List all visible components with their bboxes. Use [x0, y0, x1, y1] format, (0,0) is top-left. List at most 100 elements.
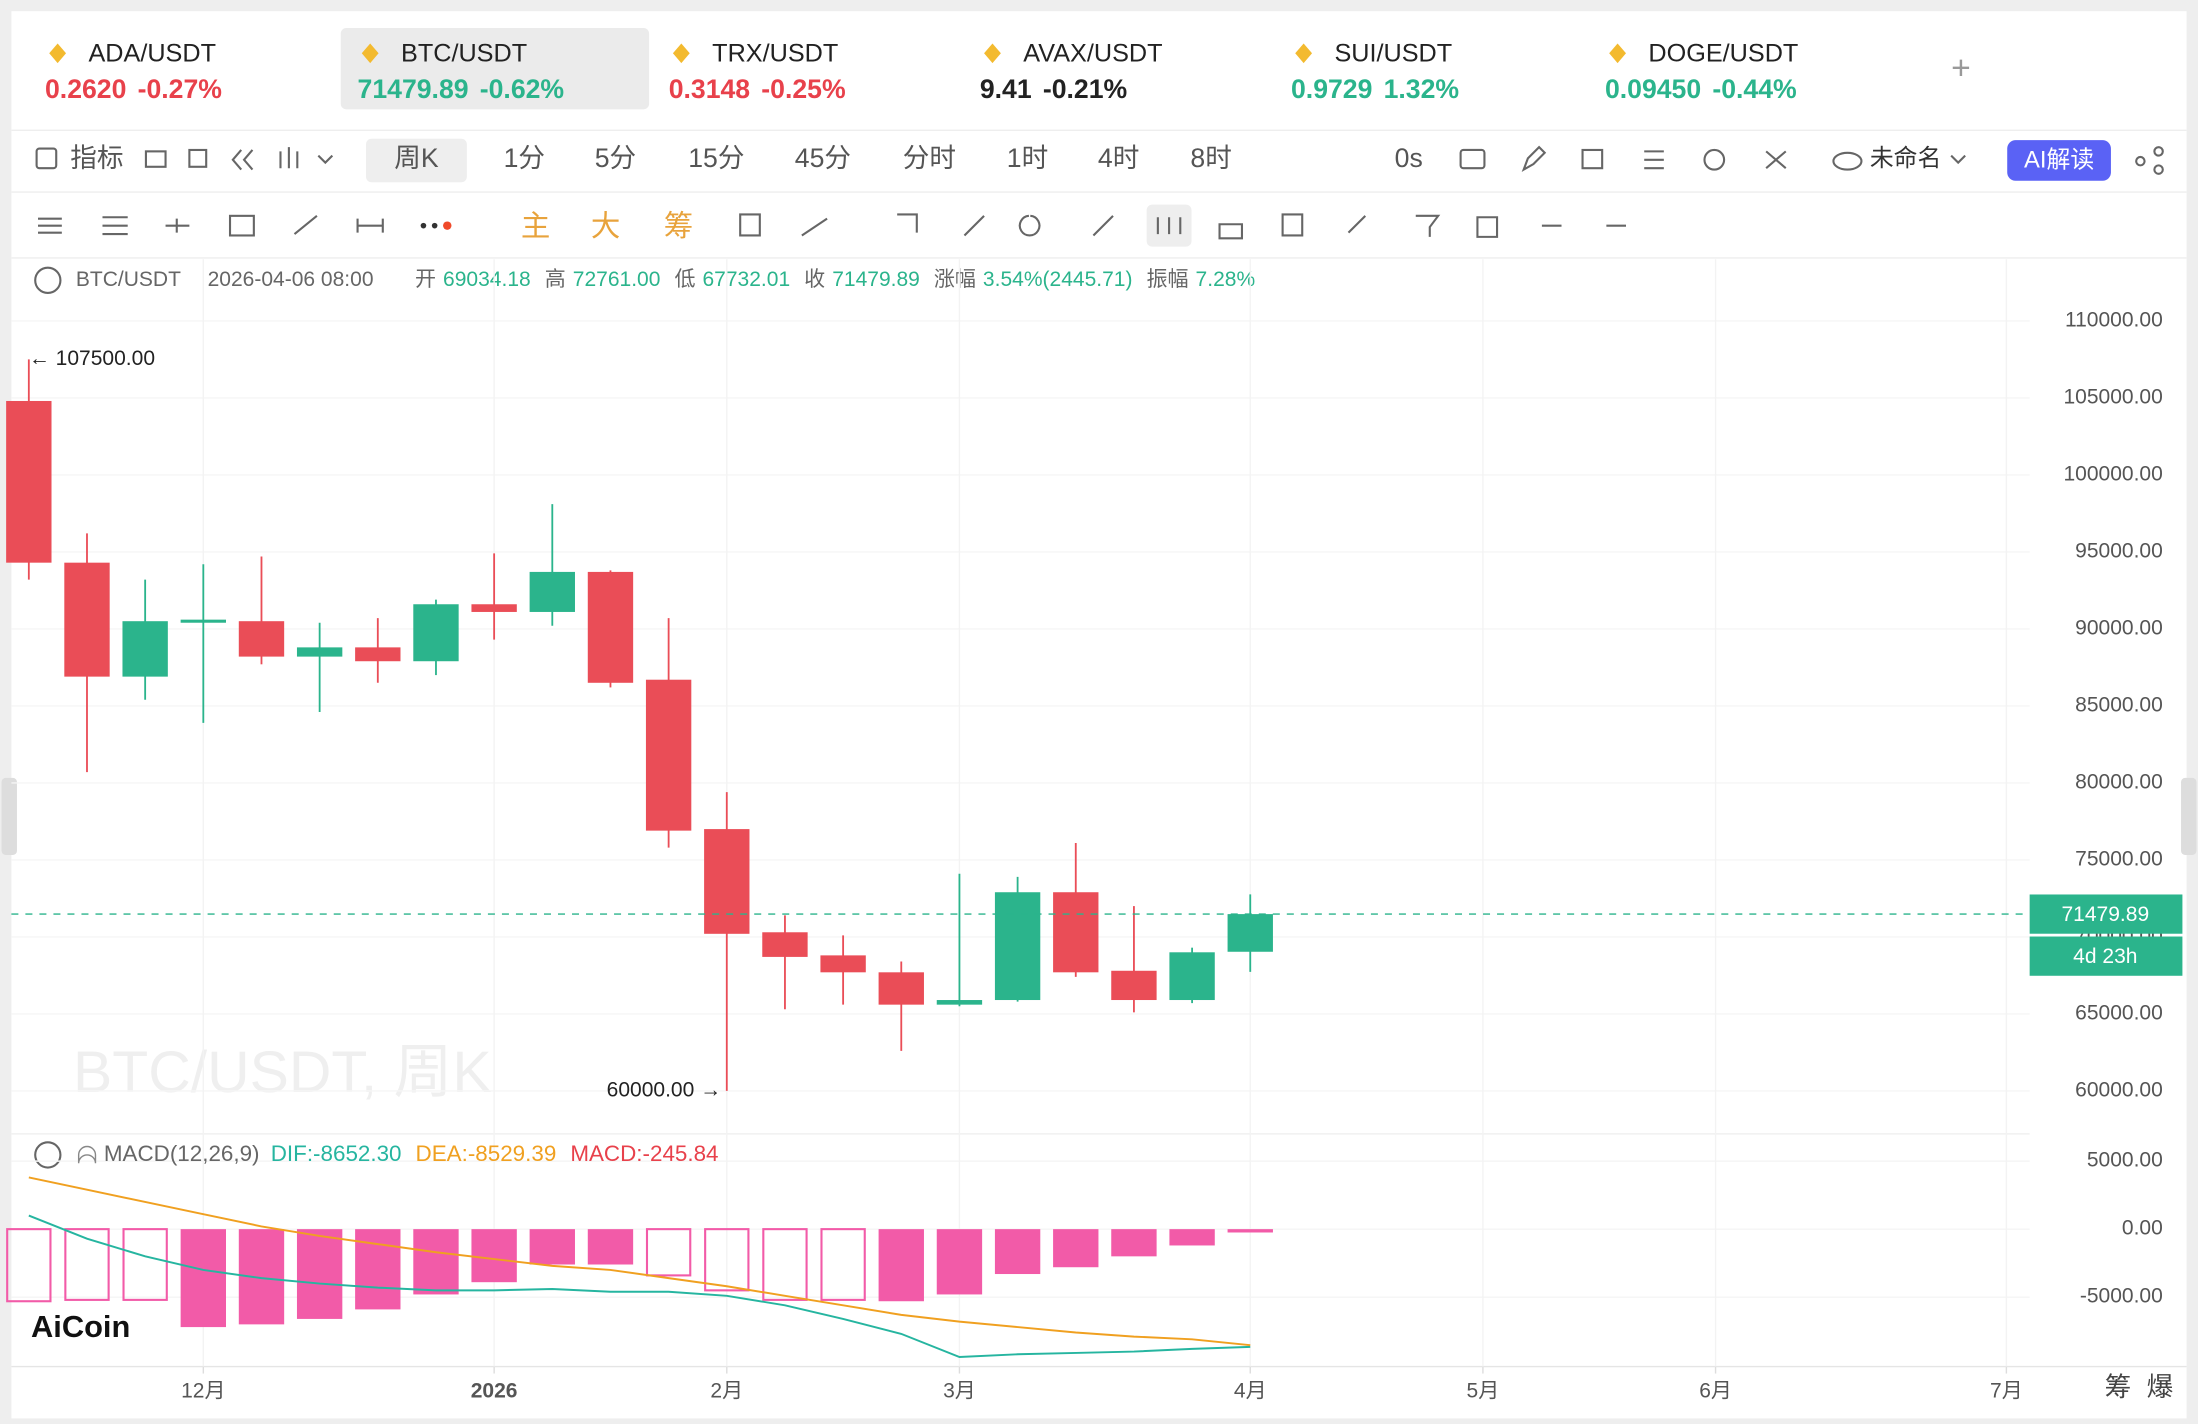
ticker-change[interactable]: -0.21%: [1043, 74, 1127, 104]
coin-icon: [1609, 43, 1626, 64]
icon[interactable]: [279, 147, 299, 169]
ticker-price[interactable]: 0.09450: [1605, 74, 1701, 104]
ticker-price[interactable]: 0.9729: [1291, 74, 1372, 104]
tool-button[interactable]: 大: [591, 210, 620, 243]
x-tick-label: 7月: [1990, 1379, 2023, 1402]
header-value: 71479.89: [832, 268, 920, 291]
ticker-change[interactable]: -0.44%: [1712, 74, 1796, 104]
header-label: 振幅: [1147, 268, 1189, 291]
ticker-price[interactable]: 0.2620: [45, 74, 126, 104]
header-value: 3.54%(2445.71): [983, 268, 1133, 291]
ticker-change[interactable]: -0.27%: [138, 74, 222, 104]
indicator-title: MACD(12,26,9): [104, 1141, 260, 1166]
icon[interactable]: [35, 147, 58, 170]
macd-bar: [180, 1229, 227, 1328]
candle-body: [529, 571, 575, 612]
period-button[interactable]: 8时: [1190, 143, 1231, 173]
last-price-label: 71479.89: [2062, 903, 2150, 926]
macd-bar: [64, 1228, 110, 1301]
ticker-change[interactable]: -0.25%: [761, 74, 845, 104]
period-button[interactable]: 分时: [903, 143, 956, 173]
y-tick-label: 85000.00: [2075, 693, 2163, 716]
ticker-symbol[interactable]: ADA/USDT: [88, 39, 216, 67]
header-label: 高: [545, 268, 566, 291]
period-button[interactable]: 4时: [1098, 143, 1139, 173]
candle-body: [1111, 970, 1157, 1001]
ticker-price[interactable]: 71479.89: [358, 74, 469, 104]
candle-body: [645, 679, 692, 831]
ticker-price[interactable]: 9.41: [980, 74, 1032, 104]
x-tick-label: 5月: [1467, 1379, 1500, 1402]
icon[interactable]: [443, 221, 452, 230]
macd-bar: [1111, 1229, 1157, 1257]
period-button[interactable]: 15分: [688, 143, 744, 173]
header-label: 开: [415, 268, 436, 291]
icon[interactable]: [293, 215, 384, 235]
indicator-line: [28, 1214, 1251, 1359]
ticker-price[interactable]: 0.3148: [669, 74, 750, 104]
icon[interactable]: [1521, 145, 1547, 172]
icon[interactable]: [1581, 148, 1604, 170]
x-tick-label: 4月: [1234, 1379, 1267, 1402]
candle-body: [762, 932, 808, 957]
icon[interactable]: [1765, 150, 1787, 169]
icon[interactable]: [1832, 151, 1863, 171]
side-tab[interactable]: 爆: [2147, 1372, 2174, 1402]
period-button[interactable]: 5分: [595, 143, 636, 173]
collapse[interactable]: [34, 1141, 62, 1169]
period-button[interactable]: 1时: [1007, 143, 1048, 173]
icon[interactable]: [188, 148, 208, 168]
side-tab[interactable]: 筹: [2105, 1372, 2132, 1402]
icon[interactable]: [231, 149, 254, 171]
icon[interactable]: [144, 150, 167, 168]
icon[interactable]: [431, 222, 438, 229]
ticker-symbol[interactable]: DOGE/USDT: [1648, 39, 1798, 67]
macd-bar: [936, 1229, 983, 1295]
icon[interactable]: [1644, 150, 1664, 170]
coin-icon: [984, 43, 1001, 64]
tool-button[interactable]: 筹: [664, 210, 693, 243]
ai-button[interactable]: [2007, 140, 2111, 181]
ticker-change[interactable]: 1.32%: [1384, 74, 1459, 104]
macd-bar: [296, 1229, 343, 1319]
ticker-change[interactable]: -0.62%: [480, 74, 564, 104]
icon[interactable]: [1218, 213, 1626, 240]
ticker-symbol[interactable]: AVAX/USDT: [1023, 39, 1162, 67]
x-tick-label: 2月: [710, 1379, 743, 1402]
icon[interactable]: [1156, 217, 1182, 235]
icon[interactable]: [38, 216, 190, 236]
period-button[interactable]: 45分: [795, 143, 851, 173]
right-handle[interactable]: [2181, 777, 2197, 855]
icon[interactable]: [2153, 164, 2164, 175]
header-symbol: BTC/USDT: [76, 268, 181, 291]
ticker-symbol[interactable]: TRX/USDT: [712, 39, 838, 67]
icon[interactable]: [1950, 154, 1966, 165]
collapse[interactable]: [34, 266, 62, 294]
icon[interactable]: [420, 222, 427, 229]
toolbar-icons: [35, 140, 2164, 247]
ticker-symbol[interactable]: SUI/USDT: [1334, 39, 1452, 67]
add-tab[interactable]: +: [1951, 50, 1971, 87]
period-button[interactable]: 1分: [504, 143, 545, 173]
icon[interactable]: [1459, 148, 1486, 170]
period-button[interactable]: 周K: [394, 143, 439, 173]
tool-button[interactable]: 主: [521, 210, 550, 243]
icon[interactable]: [2153, 146, 2164, 157]
coin-icon: [49, 43, 67, 64]
ticker-symbol[interactable]: BTC/USDT: [401, 39, 527, 67]
layout-name[interactable]: 未命名: [1870, 145, 1941, 172]
icon[interactable]: [739, 213, 1114, 237]
y-tick-label: 110000.00: [2065, 308, 2163, 331]
icon[interactable]: [317, 154, 334, 165]
last-price-box: [2029, 894, 2183, 934]
icon[interactable]: [228, 214, 255, 237]
ai-label[interactable]: AI解读: [2024, 146, 2094, 173]
header-value: 69034.18: [443, 268, 531, 291]
left-handle[interactable]: [1, 777, 17, 855]
candle-body: [1053, 892, 1099, 973]
header-label: 涨幅: [934, 268, 976, 291]
icon[interactable]: [1703, 148, 1726, 171]
icon[interactable]: [2135, 155, 2146, 167]
indicator-button[interactable]: 指标: [70, 143, 123, 173]
